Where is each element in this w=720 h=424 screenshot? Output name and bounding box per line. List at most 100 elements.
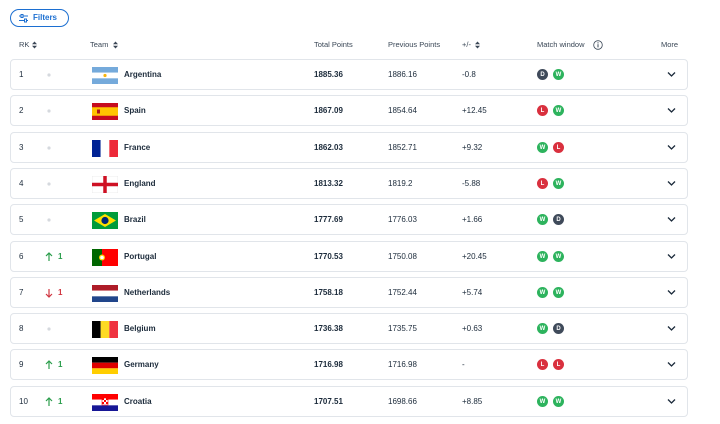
match-result: W (553, 395, 564, 407)
expand-chevron[interactable] (667, 398, 676, 405)
ranking-row[interactable]: 8 Belgium 1736.38 1735.75 +0.63 W D (10, 313, 688, 345)
team-name[interactable]: France (124, 142, 151, 152)
ranking-row[interactable]: 6 1 Portugal 1770.53 1750.08 +20.45 W W (10, 240, 688, 272)
match-result: L (553, 141, 564, 153)
ranking-row[interactable]: 5 Brazil 1777.69 1776.03 +1.66 W D (10, 204, 688, 236)
sort-icon[interactable] (113, 41, 118, 49)
match-result-letter: L (540, 180, 545, 187)
ranking-row[interactable]: 4 England 1813.32 1819.2 -5.88 L W (10, 167, 688, 199)
header-previous-points: Previous Points (388, 40, 441, 49)
flag (92, 67, 118, 84)
ranking-row[interactable]: 7 1 Netherlands 1758.18 1752.44 +5.74 W W (10, 276, 688, 308)
movement: 1 (58, 287, 63, 297)
arrow-up (45, 360, 53, 370)
flag-part (92, 248, 102, 266)
match-result-letter: L (540, 108, 545, 115)
ranking-row[interactable]: 9 1 Germany 1716.98 1716.98 - L L (10, 349, 688, 381)
match-result-letter: W (555, 398, 562, 405)
match-result: L (553, 359, 564, 371)
match-result: L (537, 177, 548, 189)
total-points: 1777.69 (314, 215, 343, 225)
total-points: 1758.18 (314, 287, 343, 297)
flag-part (92, 363, 118, 369)
sort-up (113, 41, 118, 45)
info-icon[interactable] (593, 40, 603, 50)
flag-part (100, 255, 104, 259)
flag (92, 393, 118, 411)
change: -5.88 (462, 178, 481, 188)
flag-part (92, 182, 118, 187)
change: +12.45 (462, 106, 487, 116)
match-result-letter: D (556, 217, 561, 224)
filters-button[interactable]: Filters (10, 9, 69, 27)
expand-chevron[interactable] (667, 107, 676, 114)
team-name[interactable]: Portugal (124, 251, 157, 261)
match-result-letter: L (556, 362, 561, 369)
team-name[interactable]: Germany (124, 360, 159, 370)
expand-chevron[interactable] (667, 253, 676, 260)
sort-icon[interactable] (32, 41, 37, 49)
flag-part (92, 357, 118, 364)
rank: 3 (19, 142, 24, 152)
match-result: L (537, 359, 548, 371)
rank: 7 (19, 287, 24, 297)
sort-icon[interactable] (475, 41, 480, 49)
flag-part (102, 248, 118, 266)
change: +5.74 (462, 287, 483, 297)
dot (47, 73, 51, 77)
team-name[interactable]: Netherlands (124, 287, 171, 297)
header-team[interactable]: Team (90, 40, 109, 49)
match-result-letter: W (539, 398, 546, 405)
ranking-row[interactable]: 2 Spain 1867.09 1854.64 +12.45 L W (10, 95, 688, 127)
header-rank[interactable]: RK (19, 40, 30, 49)
previous-points: 1819.2 (388, 178, 413, 188)
chevron (667, 108, 676, 114)
previous-points: 1854.64 (388, 106, 417, 116)
total-points: 1716.98 (314, 360, 343, 370)
chevron (667, 217, 676, 223)
no-movement-dot (47, 73, 51, 77)
match-result: D (553, 323, 564, 335)
no-movement-dot (47, 109, 51, 113)
team-name[interactable]: Belgium (124, 324, 156, 334)
expand-chevron[interactable] (667, 180, 676, 187)
match-result-letter: W (539, 289, 546, 296)
expand-chevron[interactable] (667, 325, 676, 332)
flag-part (100, 139, 110, 157)
match-result-letter: W (539, 217, 546, 224)
arrow-head (45, 360, 53, 365)
header-more: More (661, 40, 679, 49)
flag-part (92, 78, 118, 84)
expand-chevron[interactable] (667, 361, 676, 368)
flag (92, 212, 118, 230)
team-name[interactable]: Croatia (124, 396, 152, 406)
flag-part (104, 399, 106, 402)
team-name[interactable]: Spain (124, 106, 146, 116)
no-movement-dot (47, 327, 51, 331)
flag-part (101, 217, 109, 225)
team-name[interactable]: Brazil (124, 215, 146, 225)
previous-points: 1886.16 (388, 70, 417, 79)
match-result: W (537, 250, 548, 262)
total-points: 1736.38 (314, 324, 343, 334)
ranking-row[interactable]: 3 France 1862.03 1852.71 +9.32 W L (10, 131, 688, 163)
team-name[interactable]: England (124, 178, 156, 188)
header-change[interactable]: +/- (462, 40, 471, 49)
expand-chevron[interactable] (667, 216, 676, 223)
match-result-letter: W (539, 326, 546, 333)
previous-points: 1716.98 (388, 360, 417, 370)
total-points: 1770.53 (314, 251, 343, 261)
team-name[interactable]: Argentina (124, 70, 162, 79)
sort-down (32, 45, 37, 49)
match-result-letter: W (539, 253, 546, 260)
arrow-head (45, 293, 53, 298)
ranking-row[interactable]: 10 1 Croatia 1707.51 1698.66 +8.85 W W (10, 385, 688, 417)
expand-chevron[interactable] (667, 144, 676, 151)
flag-part (102, 397, 104, 400)
expand-chevron[interactable] (667, 289, 676, 296)
total-points: 1862.03 (314, 142, 343, 152)
dot (47, 182, 51, 186)
expand-chevron[interactable] (667, 71, 676, 78)
ranking-row[interactable]: 1 Argentina 1885.36 1886.16 -0.8 D W (10, 59, 688, 90)
dot (47, 145, 51, 150)
